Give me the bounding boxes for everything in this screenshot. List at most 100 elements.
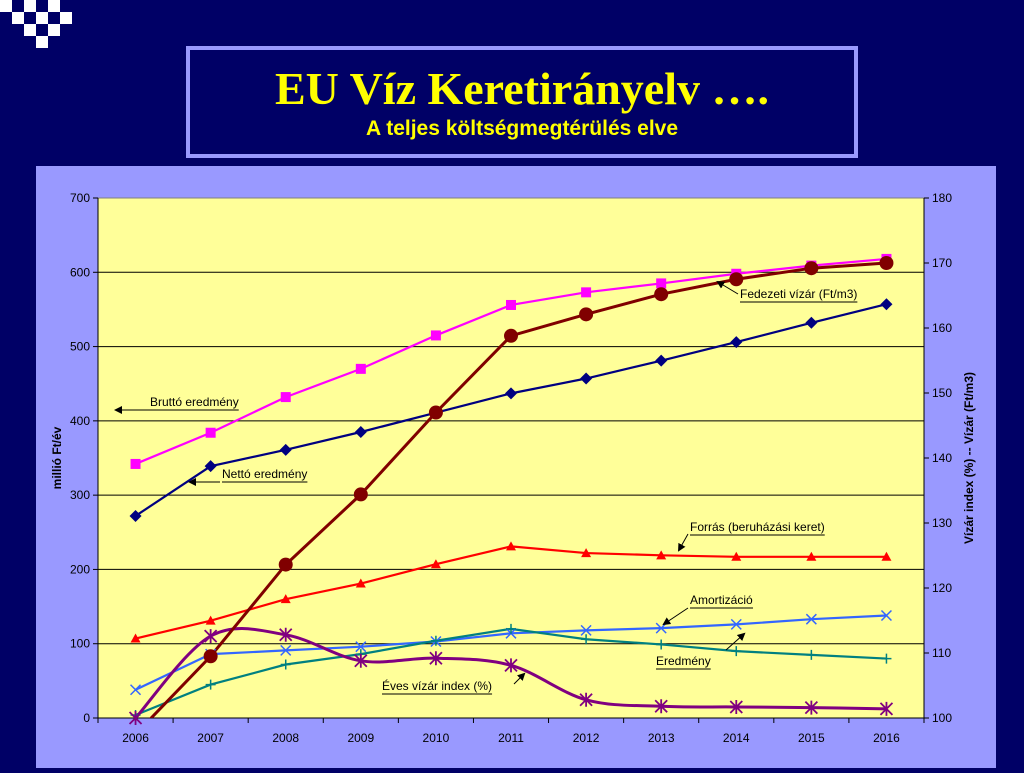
data-point [279, 443, 292, 456]
data-point [279, 627, 293, 642]
data-point [806, 551, 817, 561]
annotation-label: Bruttó eredmény [150, 395, 239, 409]
plot-area [97, 197, 925, 719]
data-point [506, 541, 516, 551]
data-point [730, 618, 742, 630]
annotation-arrow [678, 533, 689, 552]
y2-tick-label: 130 [932, 516, 952, 530]
data-point [881, 551, 892, 561]
data-point [579, 692, 593, 707]
data-point [729, 272, 744, 287]
data-point [280, 644, 292, 656]
y-tick-label: 600 [70, 265, 90, 279]
data-point [656, 278, 667, 289]
data-point [506, 623, 516, 634]
data-point [504, 658, 518, 673]
annotation-label: Amortizáció [690, 593, 753, 607]
data-point [278, 557, 293, 572]
x-tick-label: 2012 [573, 731, 600, 745]
slide-subtitle: A teljes költségmegtérülés elve [365, 117, 679, 140]
data-point [581, 634, 592, 645]
y2-axis-label: Vízár index (%) -- Vízár (Ft/m3) [962, 372, 976, 544]
annotation-label: Fedezeti vízár (Ft/m3) [740, 287, 857, 301]
x-tick-label: 2013 [648, 731, 675, 745]
data-point [580, 624, 592, 636]
data-point [581, 548, 592, 558]
data-point [804, 261, 819, 276]
annotation-label: Nettó eredmény [222, 467, 307, 481]
annotation-label: Forrás (beruházási keret) [690, 520, 825, 534]
data-point [656, 550, 667, 560]
data-point [506, 299, 516, 310]
y2-tick-label: 110 [932, 646, 951, 660]
title-box: EU Víz Keretirányelv …. A teljes költség… [186, 46, 858, 158]
data-point [656, 639, 667, 650]
data-point [730, 336, 743, 349]
data-point [580, 372, 593, 385]
annotation-arrow [725, 632, 746, 651]
data-point [205, 679, 216, 690]
data-point [430, 559, 441, 569]
data-point [354, 653, 368, 668]
data-point [129, 509, 142, 522]
data-point [130, 633, 141, 643]
x-tick-label: 2008 [272, 731, 299, 745]
annotations: Fedezeti vízár (Ft/m3) Bruttó eredmény Net… [114, 280, 858, 695]
y-tick-label: 0 [83, 711, 90, 725]
y-tick-label: 400 [70, 414, 90, 428]
data-point [280, 659, 291, 670]
data-point [505, 387, 517, 400]
data-point [731, 551, 742, 561]
data-point [879, 256, 894, 270]
corner-decoration [0, 0, 80, 50]
data-point [430, 635, 441, 646]
data-point [355, 578, 366, 588]
line-chart: 0 100 200 300 400 500 600 700 100 110 120 130 140 150… [50, 191, 976, 745]
y2-tick-label: 120 [932, 581, 952, 595]
data-point [203, 629, 218, 644]
x-tick-label: 2015 [798, 731, 825, 745]
y-tick-label: 100 [70, 637, 90, 651]
data-point [355, 641, 367, 653]
data-point [805, 316, 818, 329]
annotation-label: Éves vízár index (%) [382, 678, 492, 693]
data-point [880, 298, 893, 311]
y-tick-label: 500 [70, 340, 90, 354]
data-point [504, 328, 518, 343]
y2-tick-label: 170 [932, 256, 952, 270]
data-point [428, 405, 443, 420]
annotation-arrow [662, 607, 689, 626]
data-point [880, 609, 892, 622]
annotation-label: Eredmény [656, 654, 711, 668]
x-tick-label: 2006 [122, 731, 149, 745]
data-point [280, 594, 291, 604]
x-tick-label: 2007 [197, 731, 224, 745]
x-tick-label: 2016 [873, 731, 900, 745]
data-point [729, 699, 743, 714]
x-tick-label: 2009 [347, 731, 374, 745]
y2-tick-label: 150 [932, 386, 952, 400]
y-axis-label: millió Ft/év [50, 426, 64, 489]
x-tick-label: 2014 [723, 731, 750, 745]
y2-tick-label: 160 [932, 321, 952, 335]
data-point [203, 649, 218, 664]
y-tick-label: 300 [70, 488, 90, 502]
data-point [204, 460, 217, 473]
data-point [655, 354, 668, 367]
data-point [130, 458, 141, 469]
data-point [130, 684, 142, 696]
chart-panel: 0 100 200 300 400 500 600 700 100 110 120 130 140 150… [36, 166, 996, 768]
slide-title: EU Víz Keretirányelv …. [275, 63, 769, 114]
data-point [353, 487, 368, 502]
x-tick-label: 2010 [423, 731, 450, 745]
data-point [205, 427, 216, 438]
data-point [205, 615, 216, 625]
data-point [579, 307, 594, 322]
data-point [354, 426, 367, 438]
data-point [355, 363, 366, 374]
x-tick-label: 2011 [498, 731, 524, 745]
data-point [804, 700, 819, 715]
data-point [731, 646, 742, 657]
annotation-arrow [513, 672, 526, 685]
data-point [429, 651, 443, 666]
